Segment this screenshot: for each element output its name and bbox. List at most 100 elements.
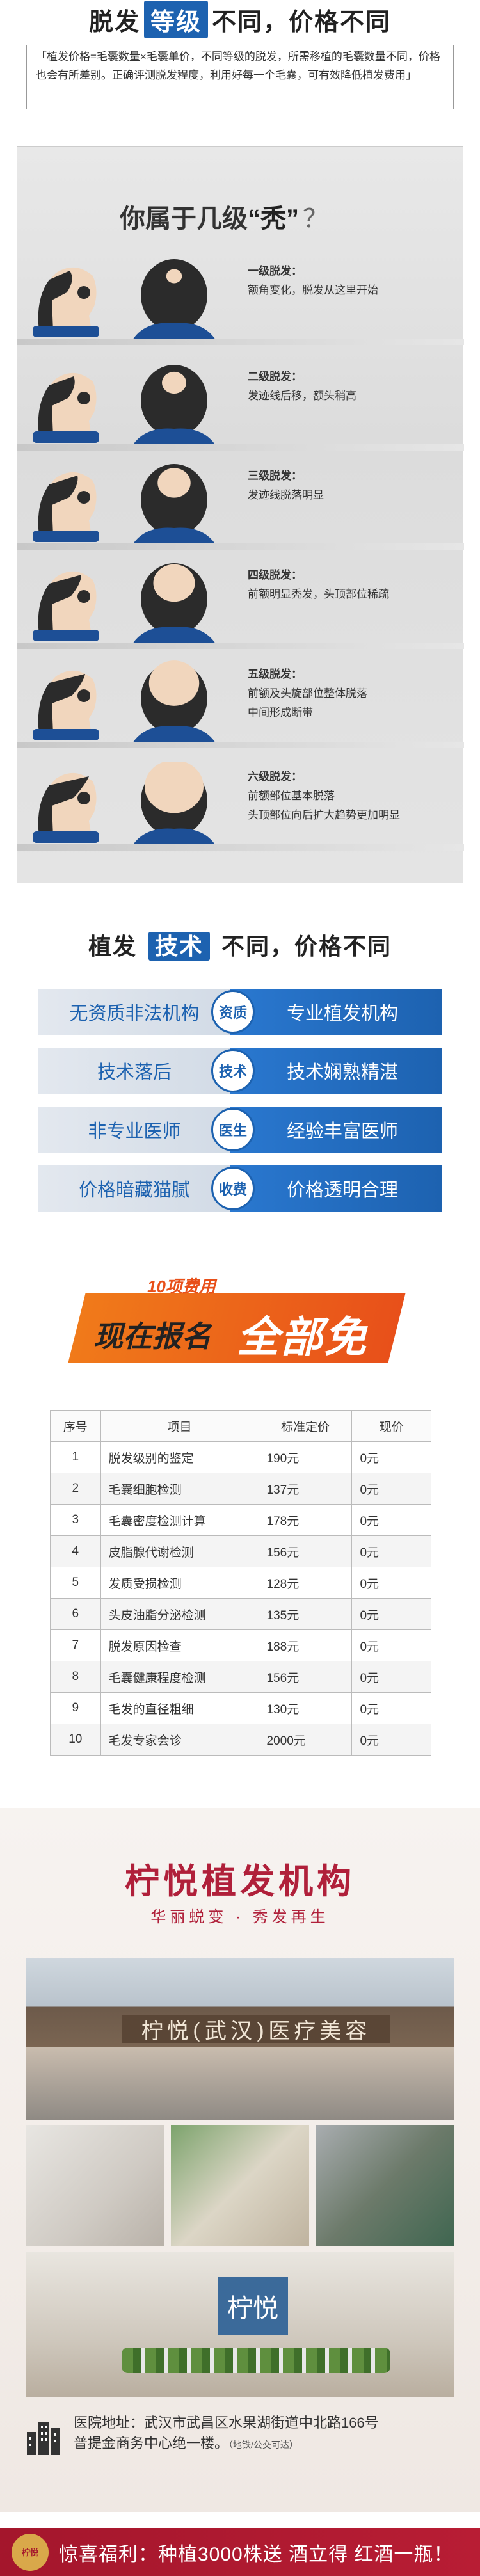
baldness-level-desc-2: 头顶部位向后扩大趋势更加明显	[248, 809, 400, 821]
fee-item: 毛囊密度检测计算	[100, 1504, 259, 1536]
baldness-title: 你属于几级“秃”？	[120, 198, 328, 235]
baldness-title-mark: ？	[303, 205, 328, 233]
baldness-level-desc-2: 中间形成断带	[248, 707, 313, 719]
clinic-title: 柠悦植发机构	[125, 1860, 355, 1901]
fee-no: 7	[50, 1629, 101, 1661]
promo-footer-bar[interactable]: 柠悦 惊喜福利：种植3000株送 酒立得 红酒一瓶！	[0, 2528, 480, 2576]
fee-current-price: 0元	[351, 1567, 431, 1599]
comparison-row: 价格暗藏猫腻 收费 价格透明合理	[38, 1165, 442, 1212]
baldness-level-row: 一级脱发： 额角变化，脱发从这里开始	[17, 243, 464, 345]
comparison-good-label: 价格透明合理	[230, 1165, 442, 1212]
fee-no: 1	[50, 1441, 101, 1473]
baldness-level-name: 三级脱发：	[248, 470, 302, 482]
table-row: 2 毛囊细胞检测 137元 0元	[50, 1473, 431, 1505]
fee-no: 5	[50, 1567, 101, 1599]
table-row: 3 毛囊密度检测计算 178元 0元	[50, 1504, 431, 1536]
footer-promo-text: 惊喜福利：种植3000株送 酒立得 红酒一瓶！	[59, 2543, 454, 2565]
baldness-level-desc: 前额及头旋部位整体脱落	[248, 687, 367, 700]
back-view-head-icon	[132, 563, 216, 644]
comparison-bad-label: 价格暗藏猫腻	[38, 1165, 230, 1212]
fee-header-current-price: 现价	[351, 1410, 431, 1442]
fee-no: 3	[50, 1504, 101, 1536]
comparison-aspect-badge: 资质	[211, 990, 255, 1034]
fee-standard-price: 128元	[258, 1567, 353, 1599]
pricing-intro: 「植发价格=毛囊数量×毛囊单价，不同等级的脱发，所需移植的毛囊数量不同，价格也会…	[26, 45, 454, 109]
fee-current-price: 0元	[351, 1473, 431, 1505]
fee-header-item: 项目	[100, 1410, 259, 1442]
banner-small-text: 10项费用	[147, 1277, 216, 1296]
fee-standard-price: 188元	[258, 1629, 353, 1661]
baldness-level-desc: 额角变化，脱发从这里开始	[248, 284, 378, 296]
baldness-level-text: 二级脱发： 发迹线后移，额头稍高	[248, 367, 356, 406]
comparison-bad-label: 非专业医师	[38, 1107, 230, 1153]
fee-item: 毛囊细胞检测	[100, 1473, 259, 1505]
comparison-row: 无资质非法机构 资质 专业植发机构	[38, 989, 442, 1035]
section1-title-highlight: 等级	[143, 0, 208, 38]
baldness-level-name: 四级脱发：	[248, 569, 302, 581]
address-line-2: 普提金商务中心绝一楼。	[74, 2435, 229, 2451]
comparison-aspect-badge: 医生	[211, 1108, 255, 1151]
fee-item: 头皮油脂分泌检测	[100, 1598, 259, 1630]
baldness-level-name: 二级脱发：	[248, 371, 302, 383]
row-divider-stripe	[17, 643, 464, 649]
comparison-good-label: 经验丰富医师	[230, 1107, 442, 1153]
fee-item: 毛发专家会诊	[100, 1724, 259, 1756]
free-fees-banner: 10项费用 现在报名 全部免费	[68, 1274, 410, 1422]
fee-current-price: 0元	[351, 1504, 431, 1536]
building-icon	[27, 2422, 60, 2455]
section1-title-b: 不同，价格不同	[212, 8, 392, 36]
fee-standard-price: 2000元	[258, 1724, 353, 1756]
fee-item: 脱发级别的鉴定	[100, 1441, 259, 1473]
fee-current-price: 0元	[351, 1598, 431, 1630]
fee-header-no: 序号	[50, 1410, 101, 1442]
side-profile-head-icon	[33, 472, 99, 542]
fee-table: 序号 项目 标准定价 现价 1 脱发级别的鉴定 190元 0元 2 毛囊细胞检测 137元 0…	[50, 1410, 431, 1756]
comparison-bad-label: 技术落后	[38, 1048, 230, 1094]
baldness-level-desc: 前额明显秃发，头顶部位稀疏	[248, 588, 389, 600]
clinic-interior-photo-3	[316, 2125, 454, 2246]
side-profile-head-icon	[33, 772, 99, 843]
baldness-level-name: 一级脱发：	[248, 265, 302, 277]
fee-item: 脱发原因检查	[100, 1629, 259, 1661]
lobby-logo: 柠悦	[218, 2277, 288, 2335]
back-view-head-icon	[132, 365, 216, 445]
baldness-level-row: 四级脱发： 前额明显秃发，头顶部位稀疏	[17, 547, 464, 649]
baldness-title-a: 你属于几级	[120, 205, 248, 233]
fee-header-standard-price: 标准定价	[258, 1410, 353, 1442]
clinic-section: 柠悦植发机构 华丽蜕变 · 秀发再生 柠悦(武汉)医疗美容 柠悦	[0, 1808, 480, 2512]
footer-logo: 柠悦	[12, 2533, 49, 2571]
baldness-level-desc: 发迹线后移，额头稍高	[248, 390, 356, 402]
fee-standard-price: 190元	[258, 1441, 353, 1473]
fee-standard-price: 130元	[258, 1692, 353, 1724]
baldness-level-row: 六级脱发： 前额部位基本脱落 头顶部位向后扩大趋势更加明显	[17, 748, 464, 851]
clinic-interior-photo-1	[26, 2125, 164, 2246]
table-row: 5 发质受损检测 128元 0元	[50, 1567, 431, 1599]
baldness-level-text: 三级脱发： 发迹线脱落明显	[248, 467, 324, 505]
comparison-row: 非专业医师 医生 经验丰富医师	[38, 1107, 442, 1153]
fee-current-price: 0元	[351, 1661, 431, 1693]
row-divider-stripe	[17, 444, 464, 451]
fee-current-price: 0元	[351, 1441, 431, 1473]
section1-title-a: 脱发	[88, 8, 140, 36]
fee-item: 发质受损检测	[100, 1567, 259, 1599]
comparison-aspect-badge: 技术	[211, 1049, 255, 1092]
fee-current-price: 0元	[351, 1692, 431, 1724]
back-view-head-icon	[132, 259, 216, 340]
banner-register-text: 现在报名	[93, 1320, 211, 1353]
baldness-level-desc: 前额部位基本脱落	[248, 790, 335, 802]
storefront-sign: 柠悦(武汉)医疗美容	[122, 2015, 390, 2044]
table-row: 7 脱发原因检查 188元 0元	[50, 1629, 431, 1661]
fee-no: 10	[50, 1724, 101, 1756]
table-row: 1 脱发级别的鉴定 190元 0元	[50, 1441, 431, 1473]
comparison-row: 技术落后 技术 技术娴熟精湛	[38, 1048, 442, 1094]
fee-standard-price: 137元	[258, 1473, 353, 1505]
fee-item: 皮脂腺代谢检测	[100, 1535, 259, 1567]
fee-table-header-row: 序号 项目 标准定价 现价	[50, 1410, 431, 1442]
comparison-good-label: 技术娴熟精湛	[230, 1048, 442, 1094]
clinic-subtitle: 华丽蜕变 · 秀发再生	[150, 1908, 330, 1926]
baldness-title-quote: “秃”	[248, 205, 299, 233]
back-view-head-icon	[132, 464, 216, 545]
baldness-levels-panel: 你属于几级“秃”？ 一级脱发： 额角变化，脱发从这里开始 二级脱发： 发迹线后移，额头…	[17, 146, 464, 883]
clinic-storefront-photo: 柠悦(武汉)医疗美容	[26, 1958, 454, 2120]
